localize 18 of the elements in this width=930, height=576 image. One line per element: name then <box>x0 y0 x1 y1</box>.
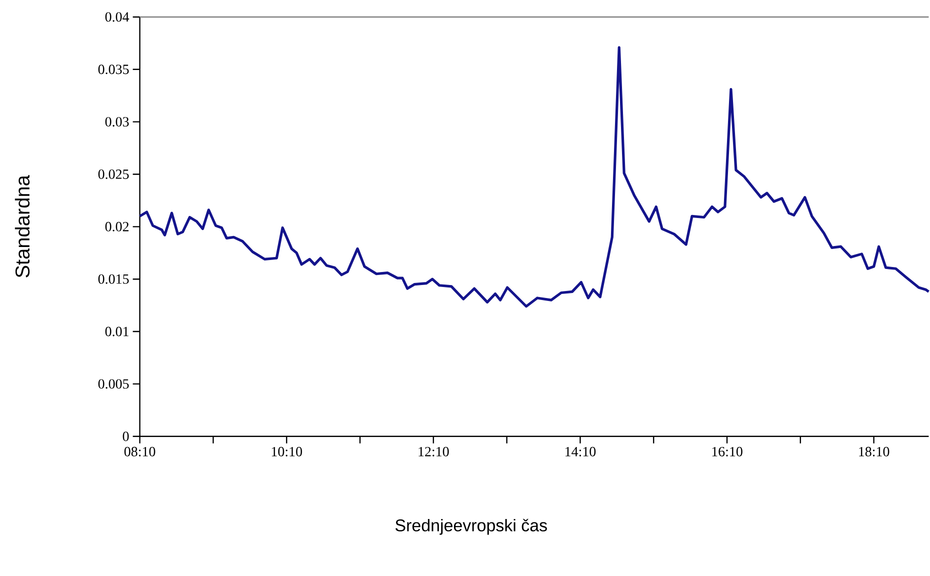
y-tick-label: 0.005 <box>98 379 129 389</box>
y-tick-label: 0.015 <box>98 274 129 284</box>
y-tick-label: 0.02 <box>105 222 129 232</box>
y-tick-label: 0.03 <box>105 116 129 126</box>
y-tick-label: 0 <box>122 432 129 442</box>
x-tick-label: 08:10 <box>124 446 156 456</box>
y-axis-title: Standardna <box>14 174 30 278</box>
x-tick-label: 12:10 <box>418 446 449 456</box>
x-tick-label: 18:10 <box>859 446 890 456</box>
x-tick-label: 10:10 <box>272 446 302 456</box>
x-axis-title: Srednjeevropski čas <box>395 518 547 535</box>
line-series <box>138 46 930 308</box>
y-tick-label: 0.025 <box>98 169 129 179</box>
x-tick-label: 16:10 <box>712 446 742 456</box>
y-tick-label: 0.04 <box>105 12 130 22</box>
x-tick-label: 14:10 <box>566 446 596 456</box>
y-tick-label: 0.01 <box>105 326 128 336</box>
y-tick-label: 0.035 <box>98 64 129 74</box>
